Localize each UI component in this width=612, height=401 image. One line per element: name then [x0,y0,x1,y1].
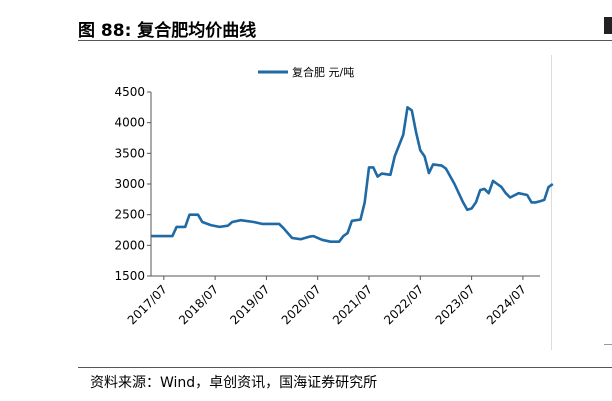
x-tick-label: 2020/07 [279,282,324,327]
x-tick-label: 2024/07 [484,282,529,327]
x-tick-label: 2017/07 [125,282,170,327]
source-rule [78,367,612,368]
series-line [151,106,554,243]
y-tick-label: 2500 [114,208,145,222]
panel-divider [551,55,552,350]
y-tick-label: 3000 [114,177,145,191]
title-rule [78,40,612,41]
figure-title: 图 88: 复合肥均价曲线 [78,21,257,41]
source-note: 资料来源：Wind，卓创资讯，国海证券研究所 [90,375,378,391]
x-tick-label: 2023/07 [433,282,478,327]
y-tick-label: 1500 [114,269,145,283]
x-tick-label: 2021/07 [330,282,375,327]
y-tick-label: 2000 [114,238,145,252]
adjacent-figure-axis-edge [604,344,612,345]
x-tick-label: 2018/07 [176,282,221,327]
x-tick-label: 2022/07 [381,282,426,327]
adjacent-figure-edge [604,17,612,34]
y-tick-label: 3500 [114,146,145,160]
y-tick-label: 4500 [114,85,145,99]
y-tick-label: 4000 [114,116,145,130]
legend-label: 复合肥 元/吨 [292,65,354,79]
x-tick-label: 2019/07 [227,282,272,327]
